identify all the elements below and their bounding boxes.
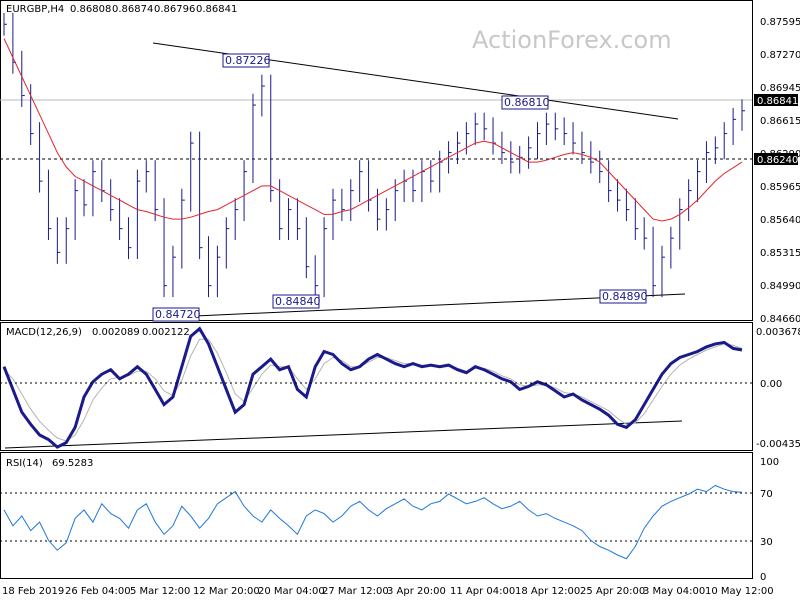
x-tick: 12 Mar 20:00 [193, 586, 260, 597]
macd-tick: 0.00 [760, 379, 782, 390]
annotation-87226-text: 0.87226 [225, 54, 271, 67]
rsi-value: 69.5283 [52, 458, 93, 469]
annotation-84840: 0.84840 [272, 294, 321, 309]
x-axis: 18 Feb 2019 26 Feb 04:00 5 Mar 12:00 12 … [2, 586, 774, 597]
annotation-87226: 0.87226 [222, 53, 271, 68]
x-tick: 3 May 04:00 [643, 586, 705, 597]
price-y-axis: 0.87595 0.87270 0.86945 0.86615 0.86290 … [760, 17, 800, 325]
x-tick: 10 May 12:00 [705, 586, 774, 597]
last-price-tag: 0.86841 [754, 94, 798, 107]
x-tick: 20 Mar 04:00 [258, 586, 325, 597]
macd-value-main: 0.002089 [92, 327, 140, 338]
x-tick: 5 Mar 12:00 [130, 586, 190, 597]
rsi-tick: 30 [760, 537, 773, 548]
last-price-text: 0.86841 [757, 96, 798, 107]
annotation-86810: 0.86810 [501, 95, 550, 110]
macd-trendline [4, 420, 683, 449]
price-bars [3, 12, 745, 298]
price-tick: 0.87270 [760, 50, 800, 61]
ohlc-low: 0.86796 [154, 4, 195, 15]
macd-signal-line [3, 338, 743, 442]
x-tick: 18 Apr 12:00 [515, 586, 580, 597]
rsi-indicator-label: RSI(14) [6, 458, 43, 469]
price-tick: 0.84660 [760, 314, 800, 325]
annotation-84890: 0.84890 [599, 289, 648, 304]
x-tick: 11 Apr 04:00 [450, 586, 515, 597]
x-tick: 26 Feb 04:00 [65, 586, 131, 597]
annotation-84720: 0.84720 [152, 307, 201, 322]
price-tick: 0.87595 [760, 17, 800, 28]
macd-main-line [2, 326, 743, 449]
price-tick: 0.85315 [760, 248, 800, 259]
price-tick: 0.86615 [760, 116, 800, 127]
annotation-84840-text: 0.84840 [275, 295, 321, 308]
moving-average-line [3, 38, 743, 222]
ohlc-open: 0.86808 [70, 4, 111, 15]
ohlc-close: 0.86841 [196, 4, 237, 15]
rsi-tick: 70 [760, 489, 773, 500]
annotation-86810-text: 0.86810 [504, 96, 550, 109]
macd-panel-frame [0, 322, 753, 451]
rsi-tick: 100 [760, 457, 779, 468]
price-panel-frame [0, 0, 753, 321]
macd-indicator-label: MACD(12,26,9) [6, 327, 82, 338]
rsi-line [3, 484, 743, 560]
rsi-tick: 0 [760, 572, 766, 583]
ohlc-high: 0.86874 [112, 4, 153, 15]
price-tick: 0.85640 [760, 215, 800, 226]
x-tick: 27 Mar 12:00 [322, 586, 389, 597]
watermark: ActionForex.com [472, 26, 672, 54]
x-tick: 18 Feb 2019 [2, 586, 64, 597]
rsi-panel-frame [0, 452, 753, 579]
macd-value-signal: 0.002122 [142, 327, 190, 338]
macd-tick: 0.003678 [756, 327, 800, 338]
macd-tick: -0.004359 [756, 439, 800, 450]
price-tick: 0.85965 [760, 182, 800, 193]
annotation-84720-text: 0.84720 [155, 308, 201, 321]
x-tick: 25 Apr 20:00 [580, 586, 645, 597]
symbol-label: EURGBP,H4 [6, 4, 64, 15]
price-header: EURGBP,H4 0.86808 0.86874 0.86796 0.8684… [6, 4, 237, 15]
level-text: 0.86240 [757, 155, 798, 166]
x-tick: 3 Apr 20:00 [387, 586, 446, 597]
level-tag: 0.86240 [754, 153, 798, 166]
price-tick: 0.86945 [760, 83, 800, 94]
annotation-84890-text: 0.84890 [602, 290, 648, 303]
price-tick: 0.84990 [760, 281, 800, 292]
